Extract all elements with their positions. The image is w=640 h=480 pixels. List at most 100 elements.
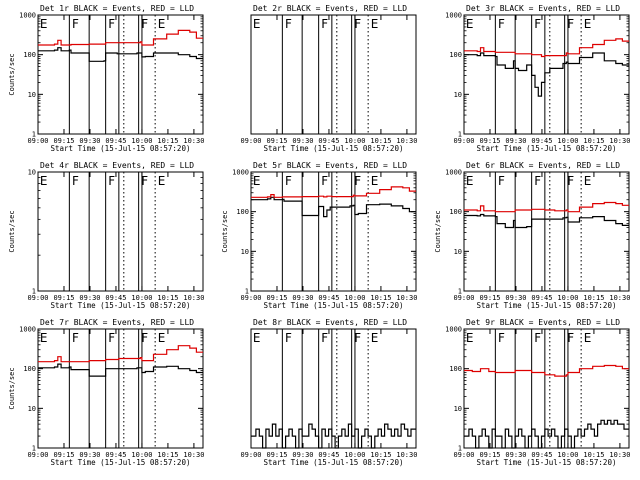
y-tick-label: 1000: [445, 12, 462, 20]
series-line-lld: [38, 29, 203, 46]
flag-label: E: [158, 17, 166, 31]
y-tick-label: 1: [458, 445, 462, 453]
flag-label: F: [498, 17, 505, 31]
x-axis-label: Start Time (15-Jul-15 08:57:20): [477, 144, 617, 153]
x-tick-label: 10:00: [131, 137, 152, 145]
flag-label: E: [40, 17, 48, 31]
flag-label: F: [534, 174, 541, 188]
flag-label: E: [40, 174, 48, 188]
chart-panel-6r: Det 6r BLACK = Events, RED = LLD 1 10 100 10…: [434, 161, 630, 310]
x-tick-label: 10:30: [183, 294, 204, 302]
flag-label: F: [567, 331, 574, 345]
y-tick-label: 10: [454, 91, 462, 99]
flag-label: E: [466, 331, 474, 345]
y-tick-label: 1000: [232, 169, 249, 177]
flag-label: E: [253, 331, 261, 345]
x-axis-label: Start Time (15-Jul-15 08:57:20): [51, 458, 191, 467]
flag-label: F: [321, 174, 328, 188]
x-tick-label: 09:15: [479, 451, 500, 459]
y-tick-label: 10: [241, 248, 249, 256]
plot-frame: [250, 14, 417, 135]
x-tick-label: 09:30: [292, 137, 313, 145]
y-tick-label: 10: [454, 248, 462, 256]
plot-frame: [463, 14, 630, 135]
flag-label: E: [584, 331, 592, 345]
flag-label: E: [371, 331, 379, 345]
x-tick-label: 09:45: [318, 137, 339, 145]
y-tick-label: 1000: [19, 12, 36, 20]
series-line-lld: [38, 345, 203, 363]
y-axis-label: Counts/sec: [8, 53, 16, 95]
series-line-lld: [464, 364, 629, 377]
x-tick-label: 10:00: [131, 294, 152, 302]
flag-label: F: [141, 331, 148, 345]
x-tick-label: 10:15: [370, 137, 391, 145]
flag-label: F: [285, 331, 292, 345]
panel-title: Det 8r BLACK = Events, RED = LLD: [253, 318, 407, 327]
flag-label: E: [371, 174, 379, 188]
x-tick-label: 09:00: [453, 294, 474, 302]
flag-label: F: [498, 331, 505, 345]
x-tick-label: 09:45: [105, 451, 126, 459]
chart-panel-1r: Det 1r BLACK = Events, RED = LLD 1 10 100 10…: [8, 4, 204, 153]
panel-title: Det 6r BLACK = Events, RED = LLD: [466, 161, 620, 170]
panel-title: Det 1r BLACK = Events, RED = LLD: [40, 4, 194, 13]
x-tick-label: 09:45: [531, 137, 552, 145]
flag-label: F: [354, 17, 361, 31]
x-tick-label: 10:00: [344, 137, 365, 145]
x-axis-label: Start Time (15-Jul-15 08:57:20): [264, 144, 404, 153]
flag-label: F: [108, 174, 115, 188]
flag-label: F: [534, 17, 541, 31]
x-tick-label: 09:45: [105, 137, 126, 145]
x-tick-label: 10:15: [157, 137, 178, 145]
series-line-events: [251, 196, 416, 218]
series-line-events: [464, 213, 629, 229]
x-tick-label: 10:00: [131, 451, 152, 459]
x-tick-label: 10:30: [183, 137, 204, 145]
flag-label: F: [534, 331, 541, 345]
x-tick-label: 09:30: [79, 137, 100, 145]
y-tick-label: 1000: [19, 326, 36, 334]
plot-frame: [37, 14, 204, 135]
x-tick-label: 10:00: [344, 451, 365, 459]
y-tick-label: 100: [449, 365, 462, 373]
x-tick-label: 10:30: [609, 137, 630, 145]
flag-label: F: [285, 174, 292, 188]
x-tick-label: 09:30: [79, 294, 100, 302]
flag-label: F: [108, 17, 115, 31]
x-tick-label: 09:15: [266, 451, 287, 459]
x-tick-label: 10:15: [370, 294, 391, 302]
chart-panel-5r: Det 5r BLACK = Events, RED = LLD 1 10 100 10…: [221, 161, 417, 310]
y-tick-label: 1: [32, 445, 36, 453]
x-tick-label: 09:15: [53, 137, 74, 145]
chart-panel-9r: Det 9r BLACK = Events, RED = LLD 1 10 100 10…: [445, 318, 630, 467]
y-tick-label: 100: [23, 51, 36, 59]
y-tick-label: 1: [32, 131, 36, 139]
flag-label: F: [321, 331, 328, 345]
x-tick-label: 10:15: [583, 451, 604, 459]
series-line-events: [38, 47, 203, 62]
plot-frame: [250, 171, 417, 292]
y-axis-label: Counts/sec: [434, 210, 442, 252]
x-axis-label: Start Time (15-Jul-15 08:57:20): [51, 301, 191, 310]
panel-title: Det 3r BLACK = Events, RED = LLD: [466, 4, 620, 13]
flag-label: E: [158, 331, 166, 345]
flag-label: F: [141, 17, 148, 31]
plot-frame: [463, 328, 630, 449]
x-tick-label: 09:30: [292, 451, 313, 459]
flag-label: E: [40, 331, 48, 345]
chart-panel-4r: Det 4r BLACK = Events, RED = LLD 1 10 09:00…: [8, 161, 204, 310]
series-line-lld: [464, 38, 629, 58]
x-tick-label: 10:15: [157, 294, 178, 302]
x-tick-label: 10:30: [183, 451, 204, 459]
x-axis-label: Start Time (15-Jul-15 08:57:20): [264, 458, 404, 467]
flag-label: E: [584, 174, 592, 188]
y-tick-label: 1: [458, 288, 462, 296]
y-axis-label: Counts/sec: [8, 367, 16, 409]
panel-title: Det 2r BLACK = Events, RED = LLD: [253, 4, 407, 13]
x-tick-label: 10:00: [557, 137, 578, 145]
x-tick-label: 09:00: [453, 451, 474, 459]
y-tick-label: 10: [454, 405, 462, 413]
series-line-events: [464, 419, 629, 449]
